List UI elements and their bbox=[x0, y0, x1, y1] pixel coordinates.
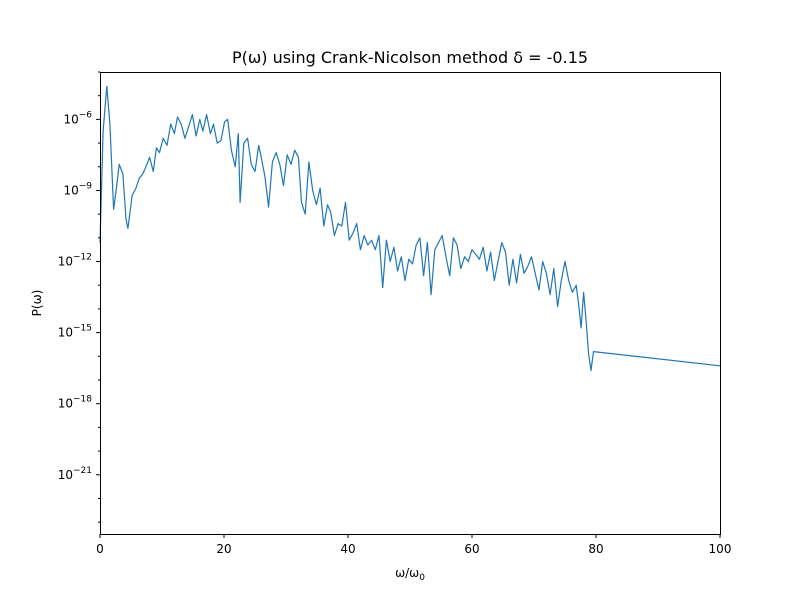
x-tick-label: 40 bbox=[340, 542, 355, 556]
y-tick-label: 10−15 bbox=[58, 324, 92, 340]
series-layer bbox=[99, 85, 721, 372]
y-tick-label: 10−9 bbox=[63, 181, 92, 197]
x-axis: 0 20 40 60 80 100 bbox=[96, 534, 731, 556]
x-tick-label: 80 bbox=[588, 542, 603, 556]
y-axis-label: P(ω) bbox=[30, 290, 44, 317]
x-tick-label: 20 bbox=[216, 542, 231, 556]
x-axis-label: ω/ω0 bbox=[395, 566, 425, 583]
x-tick-label: 0 bbox=[96, 542, 104, 556]
axes-frame bbox=[100, 72, 721, 535]
y-tick-label: 10−18 bbox=[58, 395, 93, 411]
y-tick-label: 10−21 bbox=[58, 466, 92, 482]
y-tick-label: 10−6 bbox=[63, 110, 92, 126]
x-axis-label-subscript: 0 bbox=[419, 573, 425, 583]
series-line bbox=[99, 85, 721, 372]
y-tick-label: 10−12 bbox=[58, 253, 92, 269]
chart-title: P(ω) using Crank-Nicolson method δ = -0.… bbox=[232, 48, 588, 67]
y-axis: 10−6 10−9 10−12 10−15 10−18 10−21 bbox=[58, 71, 100, 523]
x-tick-label: 60 bbox=[464, 542, 479, 556]
x-tick-label: 100 bbox=[709, 542, 732, 556]
